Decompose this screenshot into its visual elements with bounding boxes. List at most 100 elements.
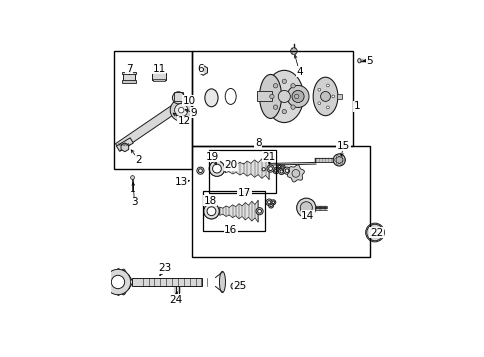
Circle shape (268, 203, 273, 208)
Text: 16: 16 (224, 225, 237, 235)
Circle shape (203, 203, 219, 219)
Circle shape (331, 95, 334, 98)
Circle shape (326, 84, 329, 87)
Bar (153, 79, 165, 81)
Ellipse shape (313, 77, 337, 116)
Circle shape (209, 161, 224, 176)
Text: 10: 10 (182, 96, 196, 106)
Text: 9: 9 (190, 108, 197, 118)
Circle shape (296, 198, 315, 217)
Text: 23: 23 (158, 263, 171, 273)
Circle shape (366, 224, 382, 241)
Text: 13: 13 (174, 177, 187, 187)
Text: 15: 15 (336, 141, 349, 151)
Circle shape (272, 168, 278, 174)
Circle shape (170, 99, 192, 121)
Circle shape (291, 90, 303, 102)
Bar (122, 73, 135, 81)
Circle shape (111, 275, 124, 289)
Circle shape (207, 207, 215, 216)
Circle shape (287, 85, 308, 107)
Circle shape (273, 84, 277, 88)
Ellipse shape (230, 283, 235, 289)
Circle shape (198, 169, 202, 172)
Circle shape (105, 269, 130, 295)
Bar (192, 51, 352, 146)
Circle shape (273, 105, 277, 109)
Bar (122, 72, 136, 74)
Circle shape (320, 91, 330, 101)
Bar (208, 150, 275, 193)
Polygon shape (121, 143, 128, 152)
Text: 14: 14 (301, 211, 314, 221)
Text: 25: 25 (233, 281, 246, 291)
Text: 19: 19 (206, 152, 219, 162)
Circle shape (279, 170, 283, 173)
Circle shape (326, 106, 329, 109)
Polygon shape (115, 100, 185, 151)
Circle shape (261, 168, 265, 171)
Circle shape (339, 156, 342, 158)
Ellipse shape (219, 271, 225, 293)
Text: 1: 1 (353, 101, 360, 111)
Polygon shape (198, 65, 207, 75)
Bar (257, 91, 272, 101)
Circle shape (256, 208, 263, 215)
Text: 7: 7 (125, 64, 132, 74)
Ellipse shape (204, 89, 218, 107)
Text: 5: 5 (365, 56, 372, 66)
Circle shape (276, 164, 281, 169)
Circle shape (274, 169, 277, 172)
Ellipse shape (357, 59, 360, 63)
Bar (336, 94, 341, 99)
Circle shape (339, 162, 342, 164)
Circle shape (280, 165, 285, 169)
Circle shape (291, 170, 299, 177)
Circle shape (335, 156, 342, 164)
Circle shape (272, 201, 274, 203)
Circle shape (278, 165, 280, 168)
Circle shape (269, 204, 272, 207)
Circle shape (269, 94, 273, 99)
Circle shape (268, 167, 272, 171)
Text: 11: 11 (152, 64, 166, 74)
Text: 22: 22 (369, 227, 382, 237)
Bar (114, 51, 192, 169)
Text: 12: 12 (177, 116, 190, 126)
Circle shape (282, 109, 286, 114)
Polygon shape (225, 157, 269, 180)
Ellipse shape (259, 75, 281, 119)
Text: 21: 21 (262, 152, 275, 162)
Circle shape (300, 202, 312, 214)
Circle shape (285, 169, 288, 172)
Circle shape (333, 159, 336, 161)
Circle shape (260, 166, 266, 172)
Circle shape (283, 167, 290, 174)
Text: 6: 6 (197, 64, 203, 74)
Text: 2: 2 (135, 155, 142, 165)
Circle shape (209, 161, 224, 176)
Circle shape (267, 201, 270, 204)
Circle shape (178, 107, 183, 113)
Circle shape (333, 154, 345, 166)
Text: 3: 3 (131, 197, 137, 207)
Text: 18: 18 (203, 196, 216, 206)
Circle shape (172, 92, 184, 104)
Bar (132, 278, 201, 286)
Circle shape (257, 209, 261, 213)
Circle shape (335, 162, 338, 164)
Circle shape (174, 104, 187, 117)
Ellipse shape (265, 70, 303, 122)
Circle shape (294, 94, 298, 99)
Circle shape (265, 199, 272, 206)
Circle shape (369, 227, 379, 237)
Circle shape (341, 159, 344, 161)
Circle shape (197, 167, 204, 174)
Circle shape (270, 200, 275, 205)
Circle shape (335, 156, 338, 158)
Polygon shape (219, 200, 257, 222)
Text: 24: 24 (169, 295, 182, 305)
Ellipse shape (120, 269, 127, 295)
Circle shape (212, 164, 221, 173)
Text: 4: 4 (296, 67, 302, 77)
